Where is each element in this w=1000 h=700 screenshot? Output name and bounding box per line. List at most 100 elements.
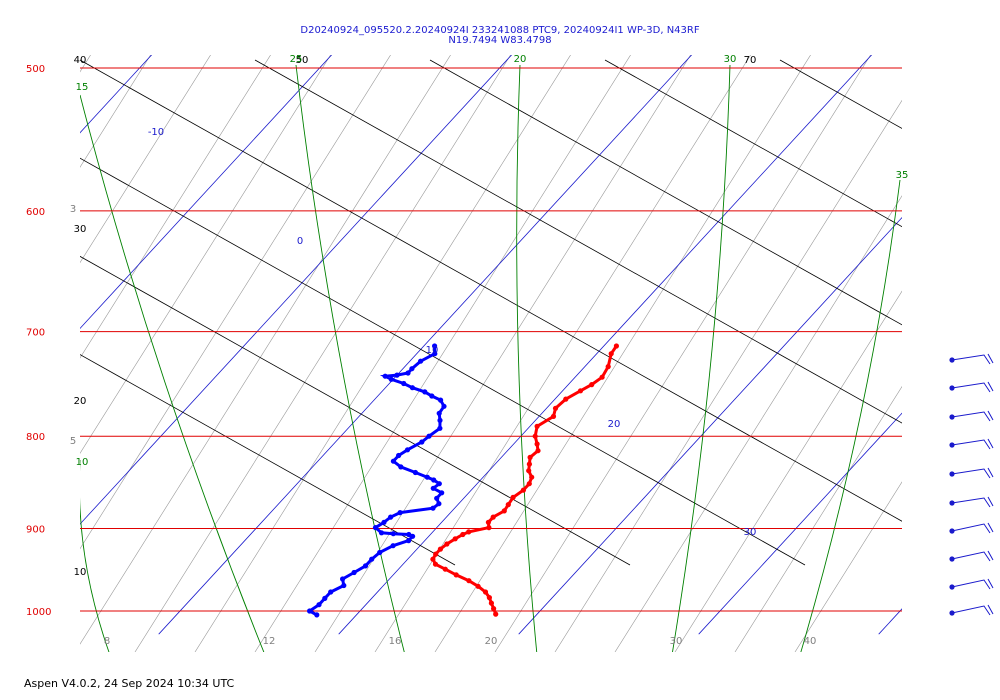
mixing-ratio-line: [194, 55, 571, 652]
mixing-ratio-line: [254, 55, 631, 652]
dewpoint-point: [405, 370, 411, 376]
temperature-point: [452, 536, 458, 542]
dry-adiabat-label: 50: [296, 55, 309, 66]
wind-barb: [951, 353, 994, 365]
temperature-point: [453, 572, 459, 578]
mixing-ratio-line: [134, 55, 511, 652]
temperature-point: [486, 595, 492, 601]
moist-adiabat-line: [672, 64, 731, 652]
temperature-tick-label: 40: [804, 636, 817, 647]
dewpoint-point: [394, 372, 400, 378]
temperature-point: [527, 454, 533, 460]
moist-adiabat-line: [80, 460, 110, 652]
temperature-point: [486, 525, 492, 531]
dewpoint-point: [341, 582, 347, 589]
dewpoint-point: [390, 531, 396, 537]
temperature-tick-label: 20: [485, 636, 498, 647]
temperature-point: [532, 433, 538, 439]
dewpoint-point: [432, 343, 438, 349]
dewpoint-point: [426, 433, 432, 439]
dewpoint-point: [404, 447, 411, 453]
dry-adiabat-line: [80, 354, 456, 566]
pressure-tick-label: 900: [26, 524, 45, 535]
footer-status: Aspen V4.0.2, 24 Sep 2024 10:34 UTC: [24, 677, 235, 690]
moist-adiabat-label: 30: [724, 54, 737, 65]
isotherm-line: [80, 55, 333, 330]
isotherm-lines: [80, 55, 902, 635]
temperature-point: [460, 531, 466, 538]
moist-adiabat-line: [800, 179, 901, 652]
temperature-point: [485, 519, 491, 525]
wind-barb: [951, 438, 994, 450]
diagram-labels: 500 600 700 800 900 1000 8 12 16 20 30 40 -10 0 10 20 30…: [26, 54, 908, 647]
dewpoint-point: [362, 563, 369, 569]
dewpoint-point: [396, 452, 402, 459]
dry-adiabat-line: [80, 255, 631, 566]
isotherm-line: [338, 55, 873, 635]
mixing-ratio-line: [80, 55, 451, 645]
mixing-ratio-lines: [80, 55, 902, 652]
dewpoint-point: [434, 495, 440, 501]
isotherm-label: 30: [744, 527, 757, 538]
temperature-point: [526, 468, 532, 474]
dewpoint-point: [432, 351, 438, 357]
dewpoint-point: [437, 417, 443, 423]
dewpoint-point: [388, 376, 394, 382]
dewpoint-point: [418, 358, 424, 364]
temperature-point: [529, 474, 535, 480]
dry-adiabat-line: [955, 60, 1000, 565]
mixing-ratio-line: [614, 195, 902, 652]
temperature-point: [493, 611, 499, 617]
dry-adiabat-line: [80, 59, 902, 522]
dewpoint-point: [307, 608, 313, 614]
isotherm-label: 10: [426, 345, 439, 356]
temperature-point: [444, 541, 450, 547]
mixing-ratio-label: 3: [70, 204, 76, 215]
isotherm-label: 20: [608, 419, 621, 430]
moist-adiabat-line: [80, 94, 265, 652]
dewpoint-point: [369, 556, 375, 562]
wind-barb: [951, 604, 994, 616]
mixing-ratio-line: [314, 55, 691, 652]
dry-adiabat-label: 20: [74, 396, 87, 407]
dry-adiabat-label: 10: [74, 567, 87, 578]
temperature-tick-label: 30: [670, 636, 683, 647]
dewpoint-point: [372, 525, 379, 531]
temperature-point: [577, 388, 584, 394]
temperature-tick-label: 8: [104, 636, 110, 647]
mixing-ratio-line: [80, 55, 151, 168]
temperature-point: [552, 405, 559, 411]
dewpoint-point: [431, 477, 437, 483]
dry-adiabat-line: [80, 157, 806, 566]
moist-adiabat-label: 15: [76, 82, 89, 93]
temperature-point: [589, 382, 595, 388]
temperature-point: [491, 606, 497, 612]
temperature-point: [488, 600, 494, 606]
isotherm-line: [518, 216, 902, 635]
dewpoint-point: [410, 533, 416, 539]
isotherm-label: 0: [297, 236, 303, 247]
dry-adiabat-line: [254, 59, 902, 424]
temperature-point: [505, 502, 511, 508]
dewpoint-point: [422, 389, 428, 395]
pressure-tick-label: 700: [26, 328, 45, 339]
mixing-ratio-line: [80, 55, 271, 359]
temperature-point: [526, 461, 533, 467]
dewpoint-point: [398, 464, 404, 470]
chart-title-line-2: N19.7494 W83.4798: [448, 35, 552, 46]
wind-barb: [951, 522, 994, 534]
dewpoint-point: [430, 485, 436, 491]
temperature-point: [608, 351, 614, 357]
mixing-ratio-line: [80, 55, 391, 550]
dry-adiabat-label: 30: [74, 224, 87, 235]
temperature-point: [534, 423, 540, 429]
moist-adiabat-line: [516, 64, 538, 652]
dewpoint-point: [430, 505, 436, 511]
dewpoint-point: [382, 373, 388, 379]
mixing-ratio-line: [734, 386, 902, 652]
dewpoint-point: [437, 425, 443, 431]
moist-adiabat-label: 35: [896, 170, 909, 181]
dewpoint-point: [412, 469, 418, 476]
dewpoint-point: [436, 410, 442, 416]
